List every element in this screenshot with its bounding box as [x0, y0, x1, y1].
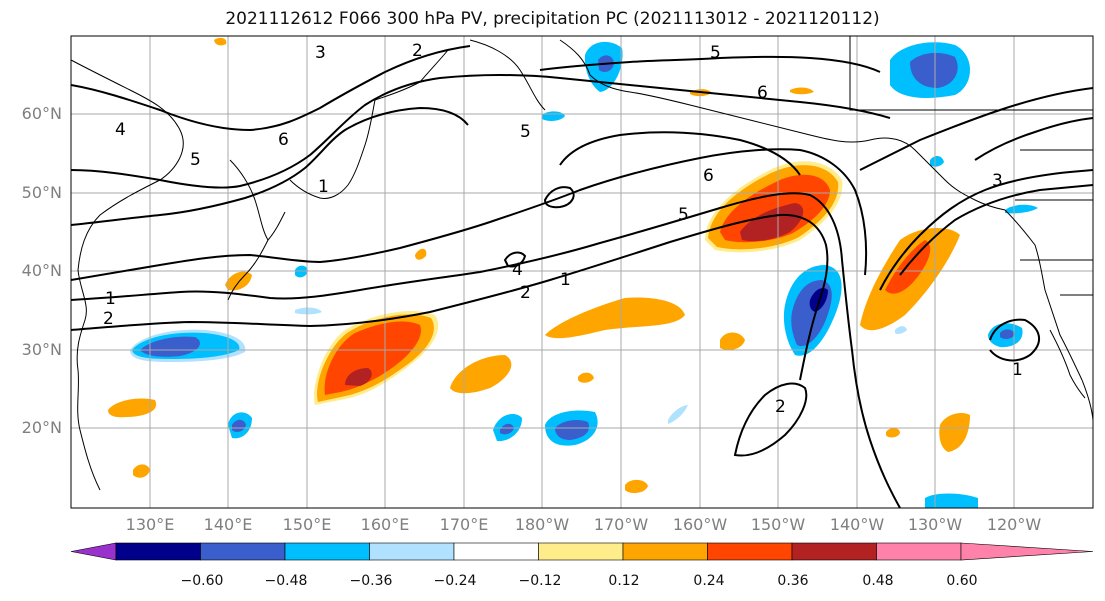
lat-label-60n: 60°N [21, 104, 62, 123]
contour-label: 1 [1012, 360, 1023, 380]
map-frame [70, 35, 1094, 509]
contour-label: 1 [105, 289, 116, 309]
lon-label: 140°W [829, 515, 885, 534]
colorbar-tick-label: −0.60 [180, 573, 224, 589]
colorbar-segment [622, 542, 708, 561]
contour-label: 3 [315, 43, 326, 63]
contour-label: 1 [560, 270, 571, 290]
colorbar [70, 542, 1094, 561]
graticule [71, 36, 1093, 508]
negative-precip-shading [130, 41, 1038, 508]
contour-label: 2 [775, 397, 786, 417]
colorbar-tick-label: 0.36 [777, 573, 809, 589]
contour-label: 1 [318, 177, 329, 197]
colorbar-segment [200, 542, 286, 561]
lon-label: 120°W [986, 515, 1042, 534]
lat-label-50n: 50°N [21, 183, 62, 202]
colorbar-segment [369, 542, 455, 561]
contour-label: 5 [678, 205, 689, 225]
lat-label-30n: 30°N [21, 340, 62, 359]
colorbar-tick-label: 0.24 [693, 573, 725, 589]
lon-label: 150°W [750, 515, 806, 534]
lon-label: 180°W [514, 515, 570, 534]
lon-label: 160°E [360, 515, 410, 534]
pv-contour-labels: 3 2 4 6 5 1 1 2 5 5 6 6 5 4 2 1 3 1 2 [103, 41, 1023, 417]
lon-label: 130°E [125, 515, 175, 534]
lon-label: 150°E [282, 515, 332, 534]
colorbar-tick-label: −0.12 [518, 573, 562, 589]
contour-label: 6 [757, 83, 768, 103]
colorbar-tick-label: −0.36 [349, 573, 393, 589]
colorbar-segment [791, 542, 877, 561]
contour-label: 5 [520, 122, 531, 142]
contour-label: 2 [412, 41, 423, 61]
colorbar-tick-label: −0.48 [264, 573, 308, 589]
colorbar-extend-high [960, 542, 1094, 561]
coastlines [71, 36, 1093, 491]
contour-label: 5 [190, 150, 201, 170]
pv-contours [71, 45, 1093, 508]
contour-label: 2 [103, 309, 114, 329]
colorbar-tick-label: 0.12 [608, 573, 640, 589]
colorbar-segment [115, 542, 201, 561]
lon-label: 160°W [672, 515, 728, 534]
contour-label: 6 [703, 166, 714, 186]
contour-label: 4 [512, 260, 523, 280]
contour-label: 3 [992, 171, 1003, 191]
colorbar-segment [707, 542, 793, 561]
lon-label: 130°W [907, 515, 963, 534]
colorbar-tick-label: 0.60 [946, 573, 978, 589]
colorbar-extend-low [70, 542, 117, 561]
lon-label: 170°E [439, 515, 489, 534]
lon-label: 140°E [203, 515, 253, 534]
colorbar-segment [284, 542, 370, 561]
colorbar-segment [453, 542, 539, 561]
colorbar-tick-label: 0.48 [862, 573, 894, 589]
lat-label-20n: 20°N [21, 418, 62, 437]
lat-label-40n: 40°N [21, 261, 62, 280]
lon-label: 170°W [593, 515, 649, 534]
map-title: 2021112612 F066 300 hPa PV, precipitatio… [225, 9, 880, 29]
colorbar-segment [876, 542, 962, 561]
contour-label: 4 [115, 120, 126, 140]
colorbar-segment [538, 542, 624, 561]
colorbar-tick-label: −0.24 [433, 573, 477, 589]
contour-label: 6 [278, 130, 289, 150]
contour-label: 5 [710, 43, 721, 63]
contour-label: 2 [520, 283, 531, 303]
